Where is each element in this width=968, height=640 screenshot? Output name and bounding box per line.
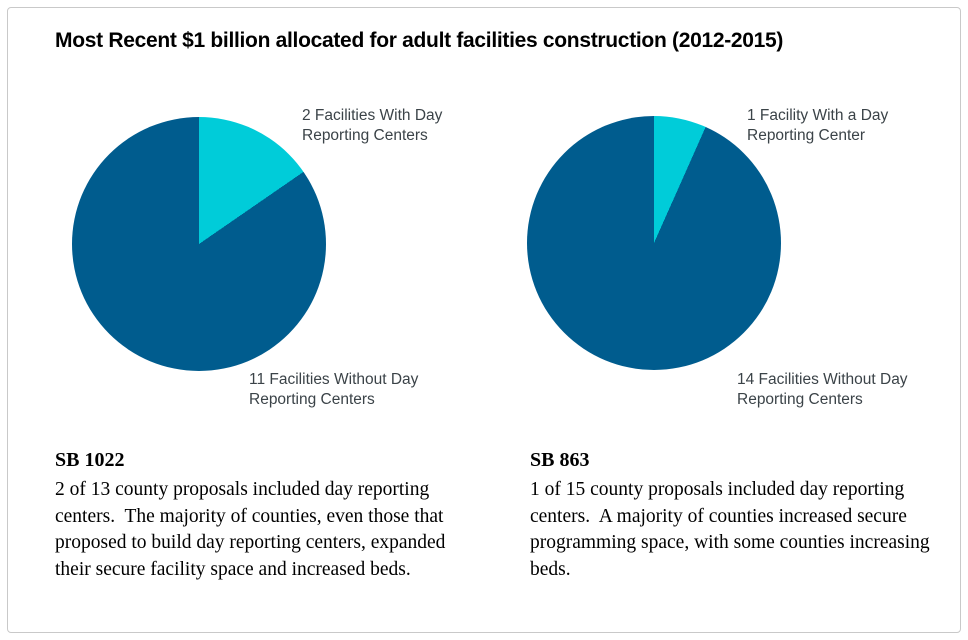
note-heading-sb1022: SB 1022 [55,449,125,471]
slice-label-sb863-with-drc: 1 Facility With a Day Reporting Center [747,107,889,144]
note-text-sb1022: 2 of 13 county proposals included day re… [55,479,451,580]
pie-chart-sb863 [527,116,781,370]
pie-chart-sb1022 [72,117,326,371]
slice-label-sb863-without-drc: 14 Facilities Without Day Reporting Cent… [737,371,908,408]
slice-label-sb1022-without-drc: 11 Facilities Without Day Reporting Cent… [249,371,419,408]
slice-label-sb1022-with-drc: 2 Facilities With Day Reporting Centers [302,107,443,144]
note-text-sb863: 1 of 15 county proposals included day re… [530,479,935,580]
note-heading-sb863: SB 863 [530,449,590,471]
chart-title: Most Recent $1 billion allocated for adu… [55,29,784,52]
